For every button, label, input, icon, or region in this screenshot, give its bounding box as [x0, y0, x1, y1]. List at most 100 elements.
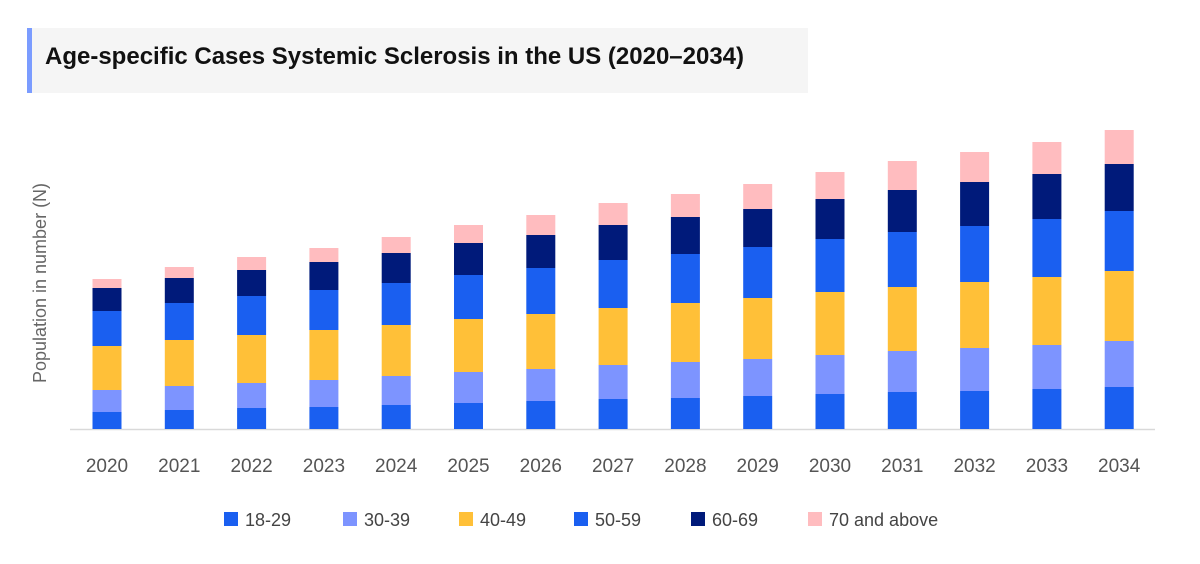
legend-swatch	[459, 512, 473, 526]
bar-segment-30-39-2030	[815, 355, 845, 394]
bar-segment-50-59-2024	[381, 283, 411, 325]
x-tick-label: 2032	[953, 456, 995, 477]
x-tick-label: 2034	[1098, 456, 1141, 477]
x-tick-label: 2026	[520, 456, 562, 477]
bar-segment-18-29-2031	[887, 392, 917, 429]
x-tick-label: 2028	[664, 456, 706, 477]
x-tick-label: 2031	[881, 456, 923, 477]
bar-segment-18-29-2028	[670, 398, 700, 429]
bar-segment-18-29-2026	[526, 401, 556, 429]
bar-segment-70-and-above-2032	[960, 152, 990, 182]
bar-segment-18-29-2032	[960, 391, 990, 429]
x-tick-label: 2027	[592, 456, 634, 477]
y-axis-label: Population in number (N)	[30, 183, 50, 383]
bar-segment-18-29-2025	[454, 403, 483, 429]
bar-segment-40-49-2024	[381, 325, 411, 376]
bar-segment-50-59-2033	[1032, 219, 1062, 277]
legend-item-18-29: 18-29	[224, 510, 291, 530]
bar-segment-30-39-2034	[1104, 341, 1134, 387]
bar-segment-60-69-2024	[381, 253, 411, 283]
bar-segment-40-49-2022	[237, 335, 267, 383]
bar-segment-40-49-2029	[743, 298, 773, 359]
legend-swatch	[691, 512, 705, 526]
bar-segment-30-39-2021	[164, 386, 194, 410]
bar-segment-40-49-2020	[92, 346, 122, 390]
bar-segment-30-39-2022	[237, 383, 267, 408]
bar-segment-30-39-2031	[887, 351, 917, 392]
bar-segment-50-59-2029	[743, 247, 773, 298]
bar-segment-70-and-above-2020	[92, 279, 122, 288]
title-box: Age-specific Cases Systemic Sclerosis in…	[27, 28, 808, 93]
x-tick-label: 2033	[1026, 456, 1068, 477]
bar-segment-30-39-2029	[743, 359, 773, 396]
bar-segment-18-29-2023	[309, 407, 339, 429]
bar-segment-40-49-2030	[815, 292, 845, 355]
bar-segment-40-49-2025	[454, 319, 483, 372]
bar-segment-60-69-2026	[526, 235, 556, 268]
x-tick-labels: 2020 2021 2022 2023 2024 2025 2026 2027 2028 2029…	[86, 456, 1141, 477]
legend-item-70-and-above: 70 and above	[808, 510, 938, 530]
bar-segment-30-39-2033	[1032, 345, 1062, 389]
x-tick-label: 2025	[447, 456, 489, 477]
bar-segment-30-39-2027	[598, 365, 628, 399]
bar-segment-70-and-above-2022	[237, 257, 267, 270]
bar-segment-70-and-above-2024	[381, 237, 411, 253]
bar-segment-18-29-2024	[381, 405, 411, 429]
bar-segment-70-and-above-2029	[743, 184, 773, 209]
bar-segment-50-59-2025	[454, 275, 483, 319]
legend-swatch	[343, 512, 357, 526]
x-tick-label: 2030	[809, 456, 851, 477]
legend-swatch	[808, 512, 822, 526]
bar-segment-50-59-2030	[815, 239, 845, 292]
bar-segment-50-59-2027	[598, 260, 628, 308]
bar-segment-40-49-2021	[164, 340, 194, 386]
bar-segment-40-49-2031	[887, 287, 917, 351]
bar-segment-40-49-2032	[960, 282, 990, 348]
x-tick-label: 2022	[230, 456, 272, 477]
bar-segment-18-29-2029	[743, 396, 773, 429]
bar-segment-60-69-2021	[164, 278, 194, 303]
x-tick-label: 2023	[303, 456, 345, 477]
legend-swatch	[224, 512, 238, 526]
x-tick-label: 2029	[737, 456, 779, 477]
bar-segment-60-69-2027	[598, 225, 628, 260]
bar-segment-60-69-2020	[92, 288, 122, 311]
bar-segment-50-59-2031	[887, 232, 917, 287]
bar-segment-50-59-2028	[670, 254, 700, 303]
bar-segment-60-69-2030	[815, 199, 845, 239]
legend-label: 50-59	[595, 510, 641, 530]
bars	[92, 130, 1134, 429]
bar-segment-60-69-2025	[454, 243, 483, 275]
bar-segment-50-59-2034	[1104, 211, 1134, 271]
bar-segment-60-69-2034	[1104, 164, 1134, 211]
bar-segment-40-49-2034	[1104, 271, 1134, 341]
bar-segment-50-59-2032	[960, 226, 990, 282]
bar-segment-60-69-2029	[743, 209, 773, 247]
bar-segment-60-69-2031	[887, 190, 917, 232]
bar-segment-70-and-above-2025	[454, 225, 483, 243]
bar-segment-60-69-2023	[309, 262, 339, 290]
bar-segment-30-39-2025	[454, 372, 483, 403]
bar-segment-30-39-2028	[670, 362, 700, 398]
bar-segment-50-59-2020	[92, 311, 122, 346]
legend-item-60-69: 60-69	[691, 510, 758, 530]
bar-segment-70-and-above-2034	[1104, 130, 1134, 164]
legend-label: 18-29	[245, 510, 291, 530]
bar-segment-30-39-2026	[526, 369, 556, 401]
x-tick-label: 2020	[86, 456, 128, 477]
legend-item-40-49: 40-49	[459, 510, 526, 530]
bar-segment-40-49-2027	[598, 308, 628, 365]
chart-title: Age-specific Cases Systemic Sclerosis in…	[45, 43, 745, 70]
bar-segment-60-69-2028	[670, 217, 700, 254]
bar-segment-60-69-2032	[960, 182, 990, 226]
bar-segment-70-and-above-2033	[1032, 142, 1062, 174]
bar-segment-30-39-2032	[960, 348, 990, 391]
bar-segment-70-and-above-2031	[887, 161, 917, 190]
bar-segment-50-59-2026	[526, 268, 556, 314]
bar-segment-30-39-2020	[92, 390, 122, 412]
bar-segment-70-and-above-2028	[670, 194, 700, 217]
bar-segment-30-39-2024	[381, 376, 411, 405]
bar-segment-50-59-2021	[164, 303, 194, 340]
bar-segment-18-29-2030	[815, 394, 845, 429]
legend: 18-29 30-39 40-49 50-59 60-69 70 and above	[224, 510, 938, 530]
